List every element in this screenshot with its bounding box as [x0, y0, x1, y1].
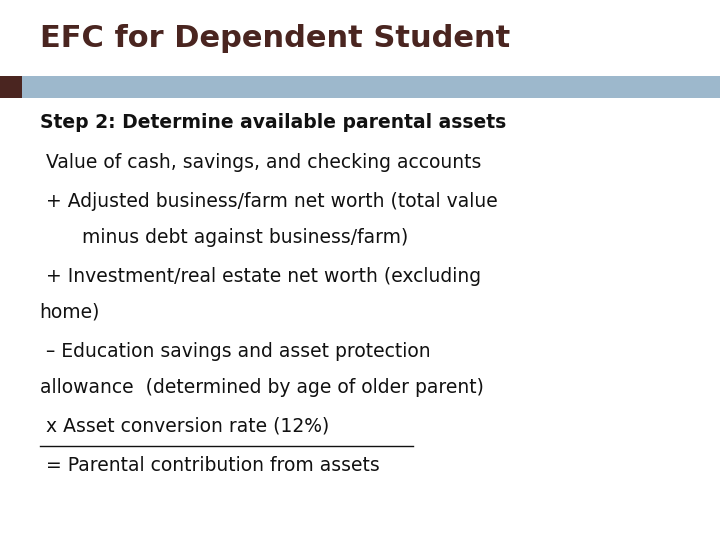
- Text: x Asset conversion rate (12%): x Asset conversion rate (12%): [40, 417, 329, 436]
- Text: home): home): [40, 303, 100, 322]
- Text: EFC for Dependent Student: EFC for Dependent Student: [40, 24, 510, 53]
- Text: minus debt against business/farm): minus debt against business/farm): [40, 228, 408, 247]
- Text: Value of cash, savings, and checking accounts: Value of cash, savings, and checking acc…: [40, 153, 481, 172]
- Bar: [0, 76, 22, 98]
- Bar: [0, 76, 720, 98]
- Text: allowance  (determined by age of older parent): allowance (determined by age of older pa…: [40, 378, 483, 397]
- Text: + Adjusted business/farm net worth (total value: + Adjusted business/farm net worth (tota…: [40, 192, 498, 211]
- Text: – Education savings and asset protection: – Education savings and asset protection: [40, 342, 431, 361]
- Text: Step 2: Determine available parental assets: Step 2: Determine available parental ass…: [40, 113, 506, 132]
- Text: + Investment/real estate net worth (excluding: + Investment/real estate net worth (excl…: [40, 267, 481, 286]
- Text: = Parental contribution from assets: = Parental contribution from assets: [40, 456, 379, 475]
